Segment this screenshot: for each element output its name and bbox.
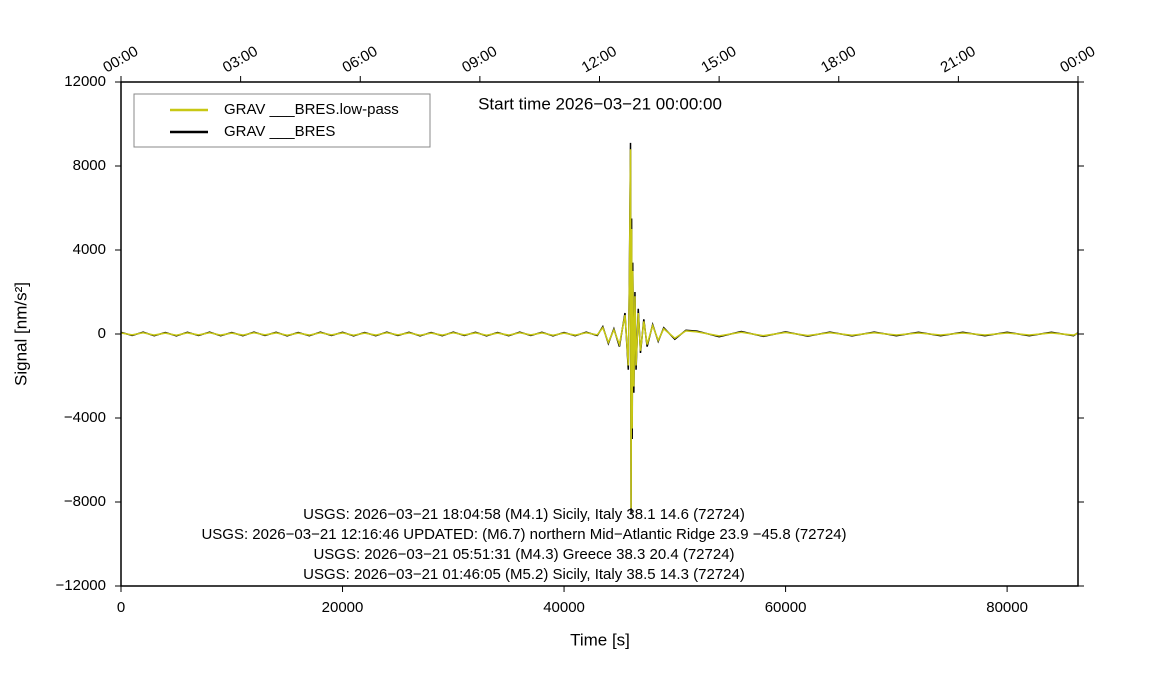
- event-annotation: USGS: 2026−03−21 01:46:05 (M5.2) Sicily,…: [303, 566, 745, 583]
- y-tick-label: 0: [98, 325, 106, 342]
- legend-label: GRAV ___BRES: [224, 123, 335, 140]
- x-tick-label: 0: [117, 599, 125, 616]
- top-tick-label: 15:00: [698, 43, 739, 76]
- plot-frame: [120, 81, 1079, 587]
- top-tick-label: 06:00: [339, 43, 380, 76]
- event-annotation: USGS: 2026−03−21 18:04:58 (M4.1) Sicily,…: [303, 506, 745, 523]
- y-tick-label: 8000: [73, 157, 106, 174]
- top-tick-label: 03:00: [220, 43, 261, 76]
- event-annotation: USGS: 2026−03−21 05:51:31 (M4.3) Greece …: [313, 546, 734, 563]
- y-tick-label: 12000: [64, 73, 106, 90]
- legend-label: GRAV ___BRES.low-pass: [224, 101, 399, 118]
- start-time: Start time 2026−03−21 00:00:00: [478, 94, 722, 113]
- y-tick-label: −4000: [64, 409, 106, 426]
- top-tick-label: 00:00: [1057, 43, 1098, 76]
- legend-box: [133, 93, 431, 148]
- y-axis-label: Signal [nm/s²]: [11, 282, 30, 386]
- x-tick-label: 40000: [543, 599, 585, 616]
- x-tick-label: 60000: [765, 599, 807, 616]
- y-tick-label: −8000: [64, 493, 106, 510]
- y-tick-label: 4000: [73, 241, 106, 258]
- top-tick-label: 00:00: [100, 43, 141, 76]
- event-annotation: USGS: 2026−03−21 12:16:46 UPDATED: (M6.7…: [201, 526, 846, 543]
- x-tick-label: 20000: [322, 599, 364, 616]
- signal-line: [120, 142, 1079, 515]
- signal-line: [120, 149, 1079, 509]
- y-tick-label: −12000: [56, 577, 106, 594]
- top-tick-label: 09:00: [459, 43, 500, 76]
- x-tick-label: 80000: [986, 599, 1028, 616]
- top-tick-label: 18:00: [818, 43, 859, 76]
- top-tick-label: 21:00: [938, 43, 979, 76]
- top-tick-label: 12:00: [579, 43, 620, 76]
- x-axis-label: Time [s]: [570, 630, 630, 649]
